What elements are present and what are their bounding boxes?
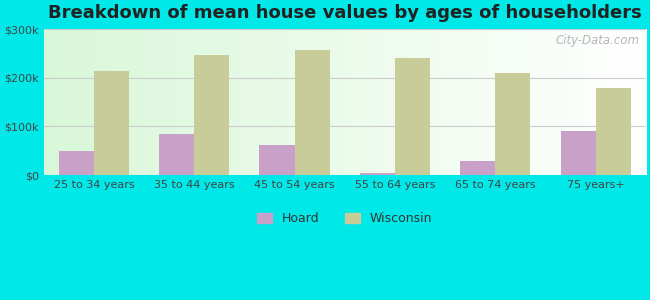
Text: City-Data.com: City-Data.com [556,34,640,47]
Bar [194,55,229,175]
Bar [259,145,294,175]
Bar [460,161,495,175]
Bar [560,131,595,175]
Bar [395,58,430,175]
Title: Breakdown of mean house values by ages of householders: Breakdown of mean house values by ages o… [48,4,642,22]
Bar [595,88,630,175]
Legend: Hoard, Wisconsin: Hoard, Wisconsin [252,207,437,230]
Bar [294,50,330,175]
Bar [159,134,194,175]
Bar [360,172,395,175]
Bar [495,73,530,175]
Bar [58,151,94,175]
Bar [94,70,129,175]
